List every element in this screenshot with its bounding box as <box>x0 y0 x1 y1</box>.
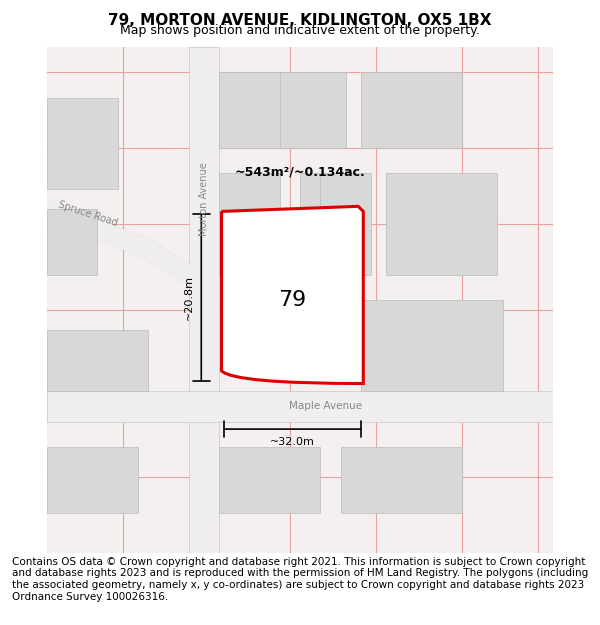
Text: Morton Avenue: Morton Avenue <box>199 162 209 236</box>
Text: Map shows position and indicative extent of the property.: Map shows position and indicative extent… <box>120 24 480 36</box>
Bar <box>219 173 280 275</box>
Bar <box>47 209 97 275</box>
Bar <box>47 98 118 189</box>
Bar <box>219 72 346 148</box>
Bar <box>341 447 462 512</box>
Bar <box>219 447 320 512</box>
Bar <box>47 391 553 421</box>
Text: Contains OS data © Crown copyright and database right 2021. This information is : Contains OS data © Crown copyright and d… <box>12 557 588 601</box>
Bar <box>300 173 371 275</box>
Text: ~543m²/~0.134ac.: ~543m²/~0.134ac. <box>235 166 365 179</box>
Bar <box>361 72 462 148</box>
Bar <box>361 300 503 391</box>
Text: ~32.0m: ~32.0m <box>270 437 315 447</box>
Bar <box>188 47 219 553</box>
Text: 79: 79 <box>278 290 307 310</box>
PathPatch shape <box>221 206 363 384</box>
Text: Maple Avenue: Maple Avenue <box>289 401 362 411</box>
Text: Spruce Road: Spruce Road <box>56 199 118 228</box>
Text: 79, MORTON AVENUE, KIDLINGTON, OX5 1BX: 79, MORTON AVENUE, KIDLINGTON, OX5 1BX <box>108 13 492 28</box>
Bar <box>47 331 148 391</box>
Bar <box>47 447 138 512</box>
Bar <box>386 173 497 275</box>
Text: ~20.8m: ~20.8m <box>184 275 194 320</box>
